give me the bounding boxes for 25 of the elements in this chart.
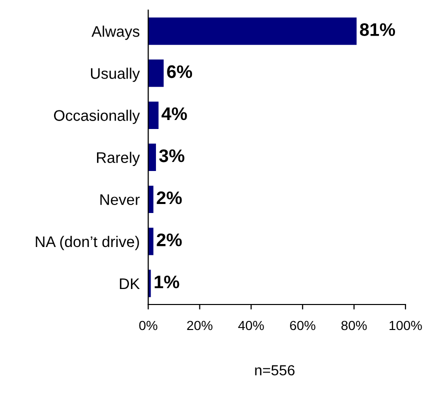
x-tick-label: 40%: [238, 320, 264, 330]
data-label: 4%: [162, 107, 187, 120]
x-tick-label: 100%: [390, 320, 422, 330]
x-tick-label: 60%: [290, 320, 316, 330]
x-tick-label: 0%: [139, 320, 158, 330]
bar: [148, 102, 159, 129]
y-tick-label: Usually: [90, 68, 140, 82]
bar: [148, 18, 357, 45]
y-tick-label: Always: [92, 26, 140, 40]
bar: [148, 144, 156, 171]
data-label: 1%: [154, 276, 180, 288]
data-label: 81%: [360, 23, 396, 36]
data-label: 3%: [159, 149, 184, 162]
bar: [148, 60, 164, 87]
y-tick-label: Occasionally: [54, 110, 140, 124]
x-tick-label: 80%: [341, 320, 367, 330]
data-label: 2%: [156, 191, 182, 204]
y-tick-label: DK: [120, 278, 140, 290]
y-tick-label: Rarely: [97, 152, 140, 166]
data-label: 2%: [156, 233, 182, 246]
y-tick-label: Never: [100, 194, 140, 206]
text: n=556: [255, 365, 295, 376]
y-tick-label: NA (don’t drive): [36, 236, 139, 250]
data-label: 6%: [167, 65, 192, 78]
x-tick-label: 20%: [187, 320, 212, 330]
